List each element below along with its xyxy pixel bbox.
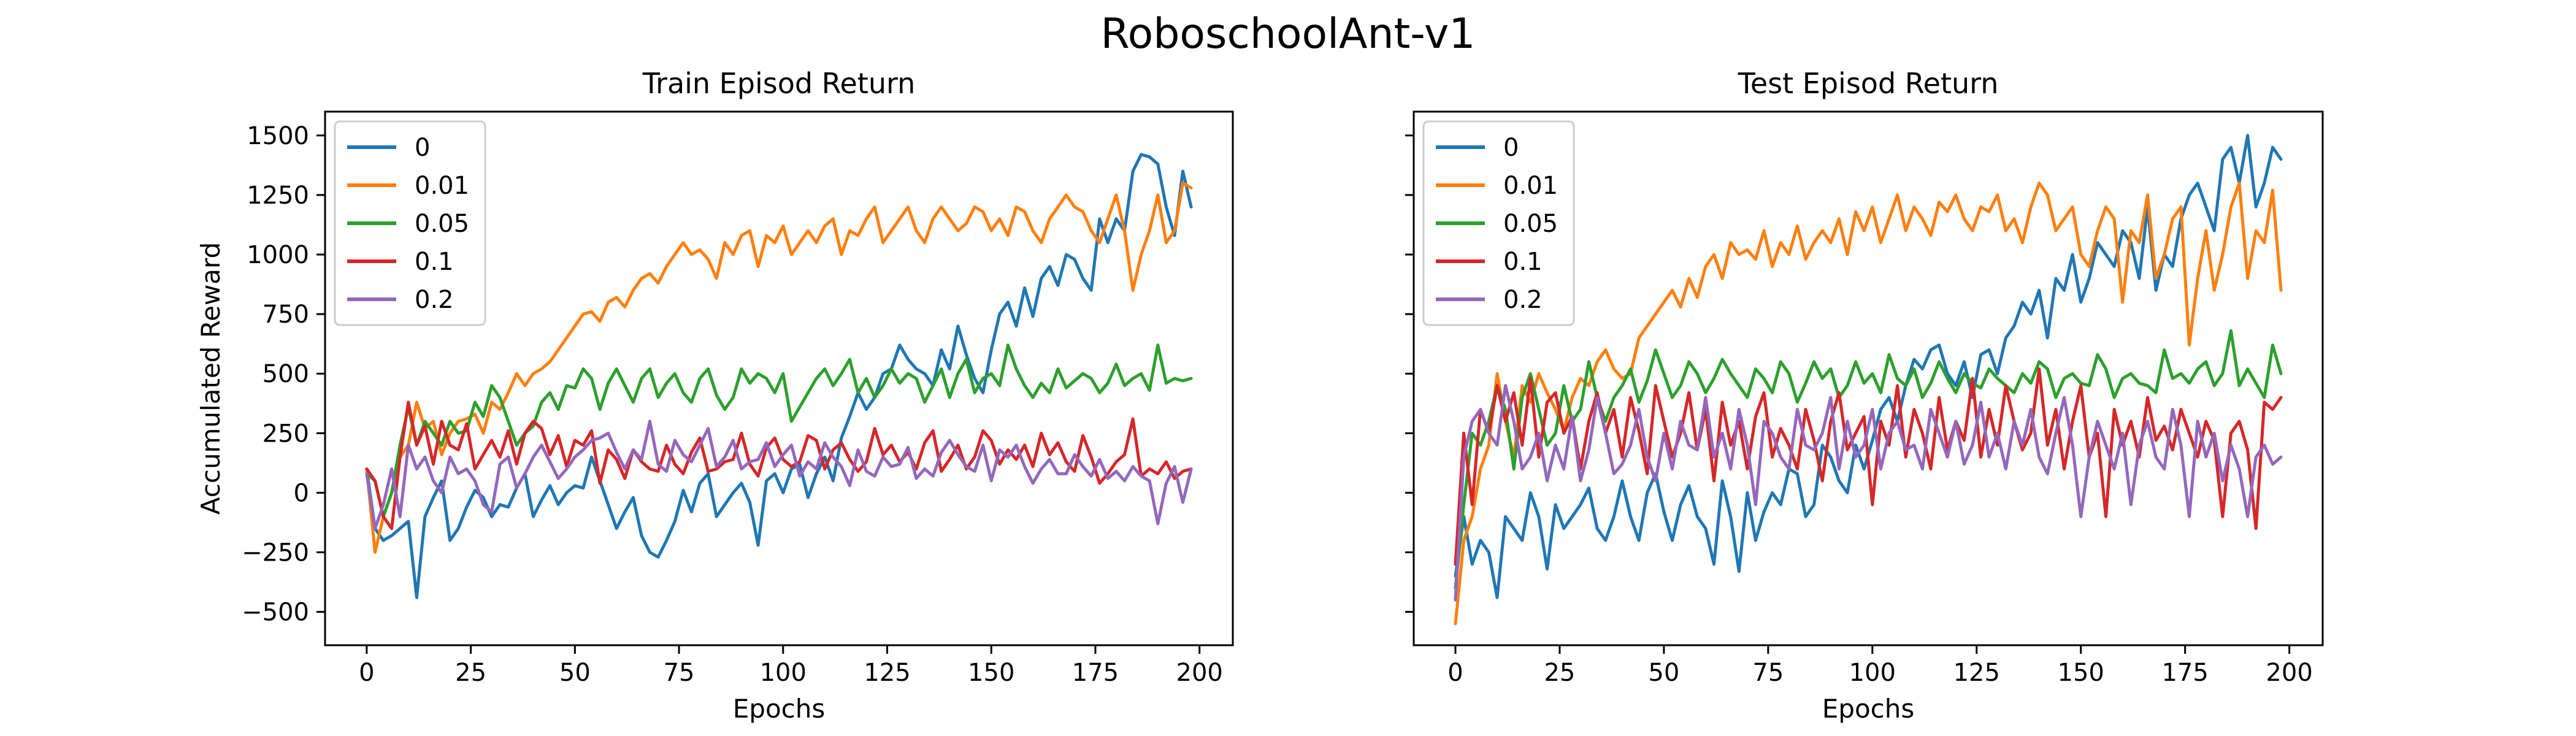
test-legend-label: 0 — [1503, 134, 1519, 162]
train-x-tick-label: 50 — [559, 659, 591, 687]
train-y-tick-label: 1000 — [247, 241, 309, 269]
test-series-line-0.05 — [1454, 329, 2283, 590]
train-ticks: 0 25 50 75 100 125 150 175 200 −500 −250 0 250 500 750… — [242, 122, 1223, 687]
test-x-tick-label: 125 — [1953, 659, 2000, 687]
test-x-tick-label: 175 — [2161, 659, 2208, 687]
train-series-line-0.2 — [365, 420, 1193, 531]
test-axes-frame — [1413, 110, 2324, 646]
train-y-axis-label: Accumulated Reward — [196, 242, 226, 515]
test-legend-label: 0.05 — [1503, 210, 1558, 238]
train-y-tick-label: 0 — [294, 479, 309, 507]
train-legend-label: 0.01 — [415, 172, 469, 200]
test-x-tick-label: 200 — [2266, 659, 2312, 687]
train-y-tick-label: 500 — [263, 360, 309, 388]
train-y-tick-label: 1500 — [247, 122, 309, 150]
train-y-tick-label: 250 — [263, 420, 309, 448]
train-series-line-0.01 — [365, 182, 1193, 554]
train-axes-frame — [324, 110, 1234, 646]
test-x-axis-label: Epochs — [1822, 694, 1915, 724]
test-legend-label: 0.01 — [1503, 172, 1558, 200]
test-ticks: 0 25 50 75 100 125 150 175 200 — [1405, 134, 2313, 687]
test-series-line-0.1 — [1454, 367, 2283, 566]
train-plot-area — [365, 153, 1193, 599]
train-legend: 0 0.01 0.05 0.1 0.2 — [334, 120, 486, 326]
train-legend-label: 0.05 — [415, 210, 469, 238]
train-y-tick-label: 750 — [263, 301, 309, 329]
train-y-tick-label: 1250 — [247, 182, 309, 210]
test-series-line-0.01 — [1454, 182, 2283, 626]
test-series-line-0 — [1454, 134, 2283, 599]
test-x-tick-label: 25 — [1544, 659, 1575, 687]
test-x-tick-label: 150 — [2058, 659, 2104, 687]
train-x-axis-label: Epochs — [733, 694, 826, 724]
train-x-tick-label: 200 — [1176, 659, 1223, 687]
train-y-tick-label: −500 — [242, 599, 309, 627]
train-x-tick-label: 0 — [359, 659, 374, 687]
train-y-tick-label: −250 — [242, 539, 309, 567]
train-legend-label: 0 — [415, 134, 430, 162]
test-legend: 0 0.01 0.05 0.1 0.2 — [1422, 120, 1575, 326]
test-panel: Test Episod Return 0 25 50 75 100 125 150 175 20… — [1405, 67, 2324, 724]
train-x-tick-label: 150 — [968, 659, 1014, 687]
train-x-tick-label: 175 — [1072, 659, 1119, 687]
test-x-tick-label: 75 — [1752, 659, 1784, 687]
train-legend-box — [334, 120, 486, 326]
test-plot-area — [1454, 134, 2283, 626]
train-series-line-0.05 — [365, 343, 1193, 518]
test-x-tick-label: 50 — [1648, 659, 1679, 687]
train-x-tick-label: 75 — [664, 659, 695, 687]
train-legend-label: 0.2 — [415, 286, 454, 314]
train-legend-label: 0.1 — [415, 248, 454, 276]
test-x-tick-label: 0 — [1447, 659, 1463, 687]
test-panel-title: Test Episod Return — [1738, 67, 1999, 100]
test-legend-label: 0.2 — [1503, 286, 1543, 314]
train-series-line-0.1 — [365, 401, 1193, 531]
train-series-line-0 — [365, 153, 1193, 599]
test-series-line-0.2 — [1454, 384, 2283, 602]
test-legend-box — [1422, 120, 1575, 326]
train-x-tick-label: 100 — [760, 659, 807, 687]
test-legend-label: 0.1 — [1503, 248, 1543, 276]
train-x-tick-label: 125 — [864, 659, 910, 687]
train-panel-title: Train Episod Return — [642, 67, 916, 100]
train-panel: Train Episod Return 0 25 50 75 100 125 150 175 2… — [196, 67, 1234, 724]
figure-suptitle: RoboschoolAnt-v1 — [1100, 10, 1475, 58]
test-x-tick-label: 100 — [1849, 659, 1896, 687]
train-x-tick-label: 25 — [455, 659, 486, 687]
